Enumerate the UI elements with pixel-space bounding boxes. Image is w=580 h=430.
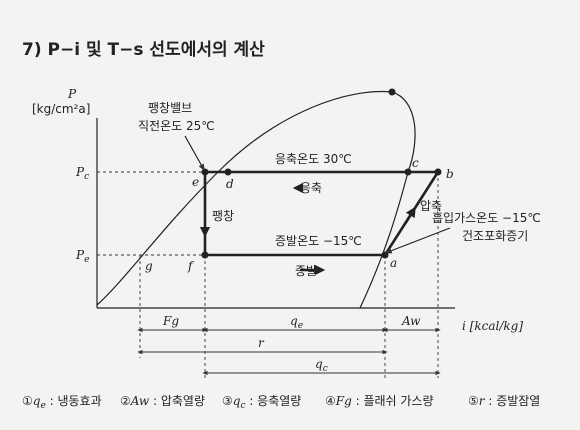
saturation-curve	[96, 90, 416, 309]
legend-sub: e	[40, 401, 45, 411]
heading: 7) P−i 및 T−s 선도에서의 계산	[22, 40, 265, 60]
legend-sym: r	[479, 394, 486, 408]
leader	[184, 135, 205, 172]
legend-desc: : 응축열량	[246, 394, 302, 408]
y-symbol: P	[67, 87, 77, 101]
pc-label: Pc	[75, 165, 89, 182]
guide-lines	[97, 171, 439, 378]
legend-num: ①	[22, 394, 33, 408]
annotation: 직전온도 25℃	[138, 119, 215, 133]
legend-item: ①qe : 냉동효과	[22, 394, 102, 411]
leader	[384, 227, 451, 254]
legend: ①qe : 냉동효과 ②Aw : 압축열량 ③qc : 응축열량 ④Fg : 플래쉬 …	[22, 394, 540, 411]
dim-label: qe	[290, 314, 303, 331]
dim-label: Aw	[401, 314, 421, 328]
point-label: b	[446, 167, 454, 181]
point-label: f	[187, 259, 195, 273]
point-label: d	[226, 177, 234, 191]
annotation: 응축온도 30℃	[275, 152, 352, 166]
annotation: 압축	[420, 199, 442, 213]
legend-num: ⑤	[468, 394, 479, 408]
legend-sub: c	[240, 401, 245, 411]
legend-item: ②Aw : 압축열량	[120, 394, 205, 408]
annotation: 팽창	[212, 209, 234, 223]
annotation: 팽창밸브	[148, 101, 192, 115]
legend-desc: : 압축열량	[149, 394, 205, 408]
points	[201, 168, 442, 259]
annotation: 증발온도 −15℃	[275, 234, 362, 248]
heading-number: 7)	[22, 40, 42, 60]
annotation: 응축	[300, 181, 322, 195]
legend-num: ③	[222, 394, 233, 408]
critical-point	[388, 88, 396, 96]
legend-num: ②	[120, 394, 131, 408]
y-unit: [kg/cm²a]	[32, 102, 90, 116]
legend-desc: : 증발잠열	[485, 394, 541, 408]
legend-num: ④	[325, 394, 336, 408]
point-label: c	[412, 156, 419, 170]
legend-sym: Fg	[335, 394, 352, 408]
point-label: g	[145, 259, 153, 273]
legend-item: ④Fg : 플래쉬 가스량	[325, 394, 434, 408]
arrow	[403, 206, 416, 225]
svg-text:7) P−i 및 T−s 선도에서의 계산: 7) P−i 및 T−s 선도에서의 계산	[22, 40, 265, 60]
legend-sym: q	[33, 394, 41, 408]
dim-label: qc	[315, 357, 328, 374]
legend-sym: Aw	[130, 394, 150, 408]
x-label: i [kcal/kg]	[462, 319, 523, 333]
legend-desc: : 플래쉬 가스량	[352, 394, 434, 408]
dim-label: r	[258, 336, 265, 350]
point-label: a	[390, 256, 397, 270]
legend-item: ③qc : 응축열량	[222, 394, 301, 411]
pe-label: Pe	[75, 248, 89, 265]
legend-item: ⑤r : 증발잠열	[468, 394, 540, 408]
legend-desc: : 냉동효과	[46, 394, 102, 408]
annotation: 건조포화증기	[462, 229, 528, 243]
annotation: 흡입가스온도 −15℃	[432, 211, 541, 225]
point-label: e	[192, 175, 199, 189]
heading-text: P−i 및 T−s 선도에서의 계산	[48, 40, 266, 60]
dim-label: Fg	[162, 314, 179, 328]
legend-sym: q	[233, 394, 241, 408]
annotation: 증발	[295, 264, 317, 278]
